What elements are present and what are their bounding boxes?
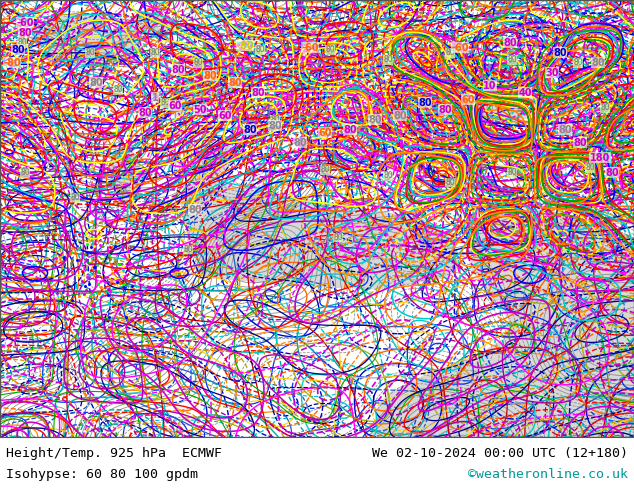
- Text: -80: -80: [3, 58, 21, 68]
- Text: -60: -60: [301, 43, 319, 53]
- Text: 80: 80: [333, 233, 343, 242]
- Text: 80: 80: [558, 125, 572, 135]
- Text: 80: 80: [113, 85, 123, 94]
- Text: 80: 80: [17, 38, 27, 48]
- Text: We 02-10-2024 00:00 UTC (12+180): We 02-10-2024 00:00 UTC (12+180): [372, 446, 628, 460]
- Text: 80: 80: [268, 121, 281, 131]
- Text: 80: 80: [20, 168, 30, 177]
- Text: 80: 80: [188, 204, 202, 215]
- Text: 80: 80: [150, 49, 160, 57]
- Text: 60: 60: [218, 111, 232, 121]
- Text: 80: 80: [393, 111, 407, 121]
- Text: 80: 80: [183, 245, 193, 254]
- Text: 60: 60: [318, 128, 332, 138]
- Text: 60: 60: [168, 101, 182, 111]
- Text: 80: 80: [203, 71, 217, 81]
- Text: Isohypse: 60 80 100 gpdm: Isohypse: 60 80 100 gpdm: [6, 467, 198, 481]
- Text: 80: 80: [243, 125, 257, 135]
- Text: 10: 10: [483, 81, 497, 91]
- Text: 80: 80: [605, 168, 619, 178]
- Text: 80: 80: [445, 49, 455, 57]
- Text: 80: 80: [228, 78, 242, 88]
- Text: 80: 80: [573, 58, 583, 67]
- Text: 50: 50: [193, 105, 207, 115]
- Text: -60: -60: [16, 18, 34, 28]
- Text: Height/Temp. 925 hPa  ECMWF: Height/Temp. 925 hPa ECMWF: [6, 446, 222, 460]
- Text: 80: 80: [293, 138, 307, 147]
- Text: 80: 80: [251, 88, 265, 98]
- Text: 40: 40: [518, 88, 532, 98]
- Text: 60: 60: [462, 95, 475, 105]
- Text: 80: 80: [600, 103, 610, 112]
- Text: 80: 80: [89, 78, 103, 88]
- Text: 80: 80: [320, 165, 330, 174]
- Text: 80: 80: [445, 178, 455, 187]
- Text: 80: 80: [256, 46, 265, 54]
- Text: 80: 80: [193, 58, 203, 67]
- Text: 80: 80: [383, 55, 393, 64]
- Text: 80: 80: [438, 105, 452, 115]
- Text: -80: -80: [236, 41, 254, 51]
- Text: 30: 30: [545, 68, 559, 78]
- Text: 80: 80: [553, 48, 567, 58]
- Text: ©weatheronline.co.uk: ©weatheronline.co.uk: [468, 467, 628, 481]
- Text: 1: 1: [152, 93, 158, 103]
- Text: 80: 80: [270, 115, 280, 124]
- Text: 80: 80: [507, 168, 517, 177]
- Text: 80: 80: [585, 163, 595, 172]
- Text: 80: 80: [325, 46, 335, 54]
- Text: 80: 80: [368, 115, 382, 125]
- Text: 180: 180: [590, 153, 610, 163]
- Text: 80: 80: [160, 98, 170, 107]
- Text: 80: 80: [503, 38, 517, 48]
- Text: 80: 80: [507, 55, 517, 64]
- Text: 80: 80: [85, 49, 95, 57]
- Text: 80: 80: [171, 65, 185, 75]
- Text: 80: 80: [18, 28, 32, 38]
- Text: 80: 80: [591, 58, 605, 68]
- Text: 80: 80: [11, 45, 25, 55]
- Text: -60: -60: [451, 43, 469, 53]
- Text: 80: 80: [573, 138, 587, 147]
- Text: 80: 80: [343, 125, 357, 135]
- Text: 80: 80: [418, 98, 432, 108]
- Text: 80: 80: [70, 193, 80, 202]
- Text: 80: 80: [138, 108, 152, 118]
- Text: 80: 80: [383, 171, 393, 180]
